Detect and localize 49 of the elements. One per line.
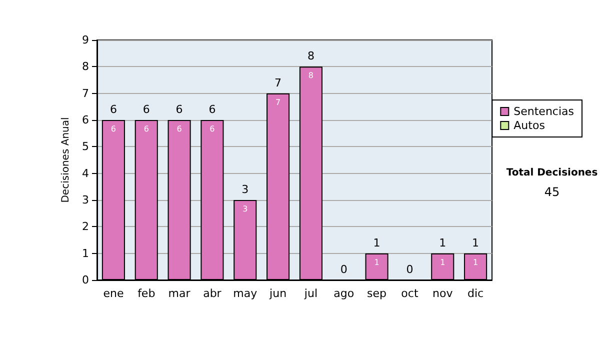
data-label: 1 — [440, 258, 446, 267]
x-tick-label: dic — [467, 287, 484, 300]
data-label: 1 — [472, 258, 478, 267]
total-label: 1 — [439, 236, 446, 250]
y-tick-label: 5 — [82, 140, 89, 154]
data-label: 6 — [144, 124, 149, 134]
y-tick-label: 9 — [82, 34, 89, 46]
x-tick-label: nov — [432, 287, 454, 300]
x-tick-label: ago — [334, 287, 354, 300]
total-label: 6 — [176, 103, 183, 116]
data-label: 6 — [210, 124, 215, 134]
text: Total Decisiones — [506, 168, 598, 178]
x-tick-label: feb — [138, 287, 156, 300]
total-label: 8 — [307, 50, 314, 63]
y-tick-label: 6 — [82, 114, 89, 126]
total-label: 6 — [142, 103, 150, 116]
y-tick-label: 4 — [82, 166, 89, 180]
total-label: 0 — [406, 263, 414, 276]
y-tick-label: 3 — [82, 194, 89, 206]
x-tick-label: sep — [367, 287, 387, 300]
y-tick-label: 1 — [82, 246, 89, 260]
y-tick-label: 8 — [82, 60, 89, 74]
total-label: 7 — [274, 76, 282, 90]
data-label: 1 — [374, 258, 380, 267]
x-tick-label: abr — [203, 287, 222, 300]
y-axis-title: Decisiones Anual — [60, 117, 72, 203]
legend-label: Autos — [514, 119, 546, 132]
total-label: 3 — [242, 183, 249, 196]
x-tick-label: jul — [303, 287, 318, 300]
x-tick-label: oct — [401, 287, 419, 300]
data-label: 7 — [275, 98, 281, 107]
data-label: 8 — [308, 71, 314, 80]
total-label: 0 — [340, 263, 348, 276]
total-label: 1 — [472, 236, 480, 250]
x-tick-label: may — [233, 287, 258, 300]
x-tick-label: mar — [168, 287, 191, 300]
y-tick-label: 2 — [82, 220, 89, 234]
data-label: 6 — [110, 124, 116, 134]
text: 45 — [544, 185, 560, 199]
x-tick-label: ene — [103, 287, 124, 300]
data-label: 3 — [242, 204, 248, 214]
y-tick-label: 0 — [82, 274, 89, 286]
y-tick-label: 7 — [82, 86, 89, 100]
data-label: 6 — [176, 124, 182, 134]
x-tick-label: jun — [268, 287, 287, 300]
total-label: 6 — [208, 103, 216, 116]
legend-label: Sentencias — [514, 105, 574, 118]
total-label: 1 — [373, 236, 380, 250]
total-label: 6 — [110, 103, 117, 116]
